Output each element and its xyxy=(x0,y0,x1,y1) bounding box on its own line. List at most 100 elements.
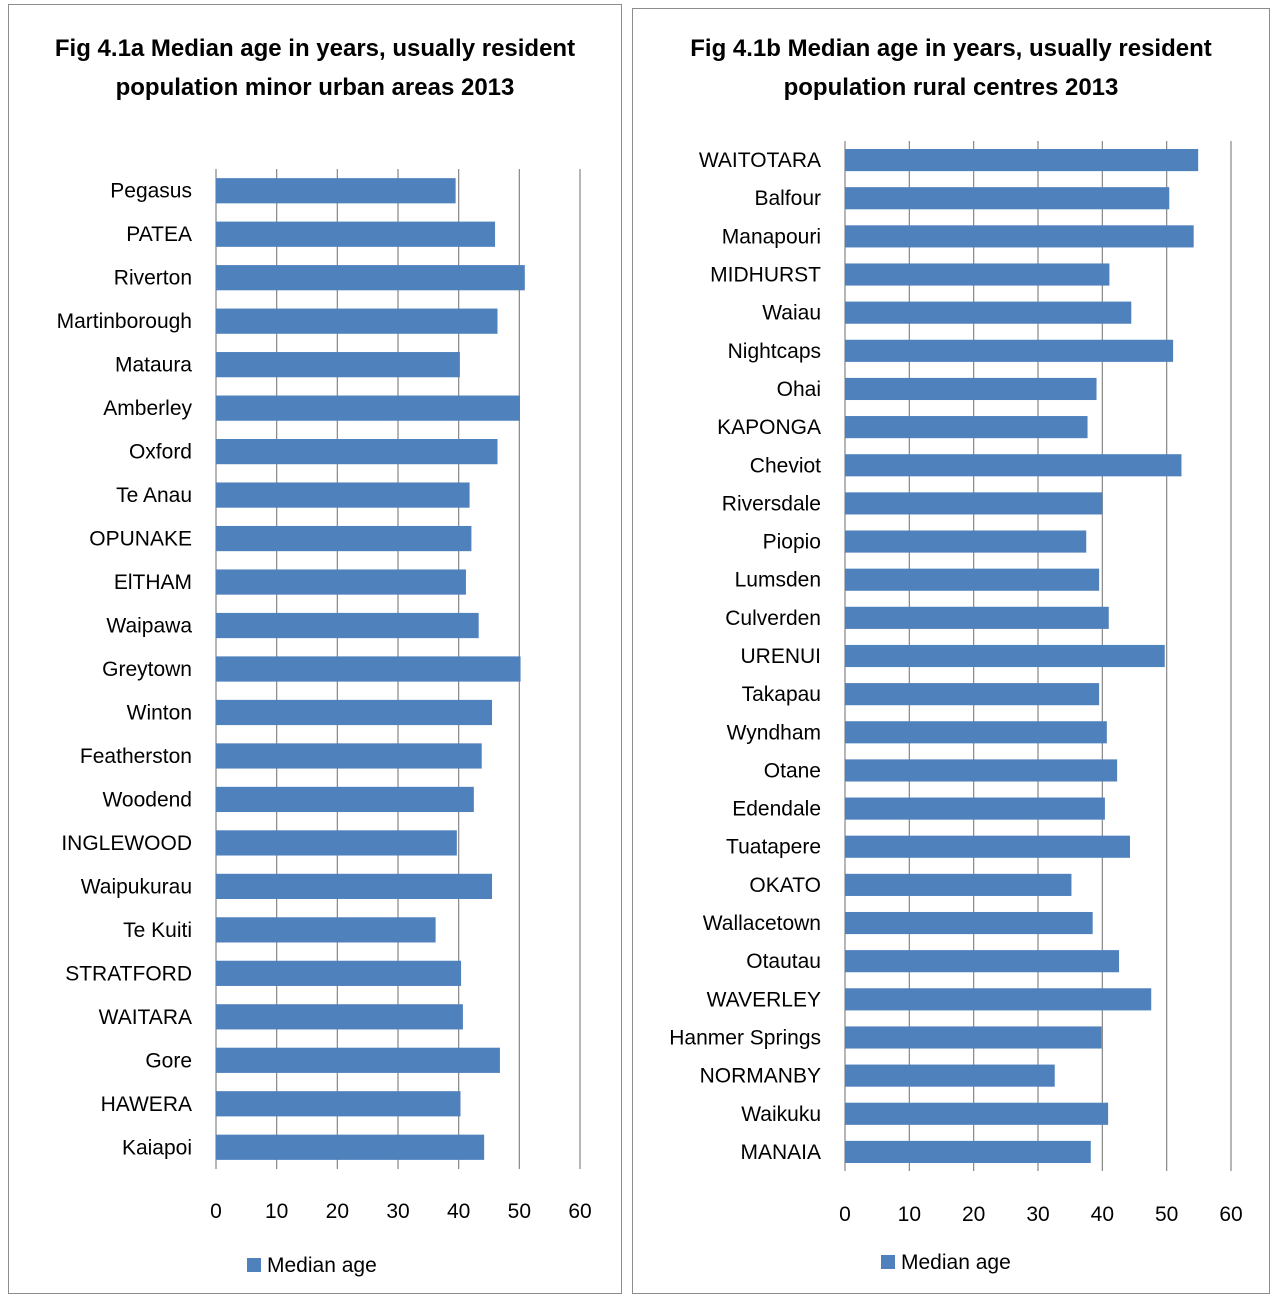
x-tick-label-a: 0 xyxy=(210,1200,222,1223)
bar-a xyxy=(216,1134,485,1160)
legend-swatch-b xyxy=(881,1255,895,1269)
x-tick-label-a: 40 xyxy=(447,1200,470,1223)
category-label-b: Takapau xyxy=(742,683,821,706)
bar-b xyxy=(845,873,1072,896)
category-label-b: Balfour xyxy=(754,187,821,210)
bar-chart-b: WAITOTARA Balfour Manapouri MIDHURST Waiau Ni… xyxy=(669,141,1243,1274)
legend-label-a: Median age xyxy=(267,1254,377,1277)
category-label-a: Gore xyxy=(145,1049,192,1072)
bar-b xyxy=(845,225,1194,248)
bar-b xyxy=(845,149,1199,172)
category-label-b: Ohai xyxy=(777,378,821,401)
bar-a xyxy=(216,743,482,769)
chart-panel-a: Fig 4.1a Median age in years, usually re… xyxy=(8,4,622,1294)
bar-a xyxy=(216,1047,500,1073)
category-label-a: Featherston xyxy=(80,745,192,768)
bar-a xyxy=(216,308,498,334)
bar-a xyxy=(216,1004,463,1030)
bar-a xyxy=(216,1091,461,1117)
category-label-b: Riversdale xyxy=(722,492,821,515)
category-label-a: STRATFORD xyxy=(65,962,192,985)
bar-a xyxy=(216,612,479,639)
category-label-a: Te Kuiti xyxy=(123,919,192,942)
category-label-b: Manapouri xyxy=(722,225,821,248)
x-tick-label-a: 10 xyxy=(265,1200,288,1223)
bar-chart-a: Pegasus PATEA Riverton Martinborough Mataura… xyxy=(57,169,592,1277)
category-label-b: Waikuku xyxy=(741,1103,821,1126)
bar-b xyxy=(845,187,1170,210)
bar-a xyxy=(216,352,460,378)
bar-a xyxy=(216,960,462,986)
bar-a xyxy=(216,178,456,204)
category-label-b: Edendale xyxy=(732,798,821,821)
category-label-b: Culverden xyxy=(725,607,821,630)
category-label-b: OKATO xyxy=(749,874,821,897)
x-tick-label-b: 0 xyxy=(839,1203,851,1226)
bar-b xyxy=(845,950,1120,973)
bar-b xyxy=(845,683,1100,706)
category-label-b: URENUI xyxy=(740,645,821,668)
bar-b xyxy=(845,988,1152,1011)
category-label-b: WAITOTARA xyxy=(699,149,821,172)
legend-label-b: Median age xyxy=(901,1251,1011,1274)
bar-b xyxy=(845,454,1182,477)
category-label-b: Waiau xyxy=(762,302,821,325)
x-tick-label-b: 30 xyxy=(1026,1203,1049,1226)
category-label-a: Kaiapoi xyxy=(122,1136,192,1159)
bar-a xyxy=(216,656,521,682)
category-label-a: Martinborough xyxy=(57,310,192,333)
bar-a xyxy=(216,699,493,726)
x-tick-label-b: 50 xyxy=(1155,1203,1178,1226)
category-label-b: NORMANBY xyxy=(700,1065,821,1088)
bar-a xyxy=(216,873,493,899)
bar-b xyxy=(845,1140,1091,1163)
bar-a xyxy=(216,439,498,465)
bar-b xyxy=(845,263,1110,286)
bar-a xyxy=(216,525,472,552)
bar-a xyxy=(216,482,470,508)
bar-b xyxy=(845,759,1118,782)
x-tick-label-a: 50 xyxy=(508,1200,531,1223)
category-label-a: ElTHAM xyxy=(114,571,192,594)
category-label-b: Nightcaps xyxy=(728,340,821,363)
chart-title-b: Fig 4.1b Median age in years, usually re… xyxy=(690,35,1212,101)
bar-b xyxy=(845,377,1097,401)
x-tick-label-b: 40 xyxy=(1091,1203,1114,1226)
bar-b xyxy=(845,1064,1055,1087)
category-label-a: Greytown xyxy=(102,658,192,681)
category-label-a: Woodend xyxy=(102,788,192,811)
bar-b xyxy=(845,492,1103,515)
category-label-b: MANAIA xyxy=(740,1141,821,1164)
category-label-b: Tuatapere xyxy=(726,836,821,859)
category-label-a: Winton xyxy=(127,701,192,724)
bar-b xyxy=(845,416,1088,439)
bar-b xyxy=(845,644,1165,668)
x-tick-label-b: 10 xyxy=(898,1203,921,1226)
chart-panel-b: Fig 4.1b Median age in years, usually re… xyxy=(632,8,1270,1294)
category-label-b: MIDHURST xyxy=(710,264,821,287)
bar-b xyxy=(845,835,1130,858)
category-label-a: INGLEWOOD xyxy=(61,832,192,855)
bar-b xyxy=(845,911,1093,935)
x-tick-label-b: 60 xyxy=(1219,1203,1242,1226)
legend-swatch-a xyxy=(247,1258,261,1272)
bar-b xyxy=(845,797,1105,820)
x-tick-label-a: 20 xyxy=(326,1200,349,1223)
category-label-b: WAVERLEY xyxy=(707,988,821,1011)
category-label-a: PATEA xyxy=(126,223,192,246)
category-label-b: Piopio xyxy=(763,531,821,554)
x-tick-label-a: 30 xyxy=(386,1200,409,1223)
bar-b xyxy=(845,301,1132,324)
bar-a xyxy=(216,786,474,813)
category-label-a: Amberley xyxy=(103,397,192,420)
bar-a xyxy=(216,265,525,291)
bar-b xyxy=(845,568,1100,591)
x-tick-label-b: 20 xyxy=(962,1203,985,1226)
bar-b xyxy=(845,1102,1109,1125)
bar-b xyxy=(845,606,1109,629)
category-label-a: HAWERA xyxy=(101,1093,192,1116)
category-label-b: Lumsden xyxy=(735,569,821,592)
category-label-b: Hanmer Springs xyxy=(669,1026,821,1049)
bar-b xyxy=(845,339,1174,362)
category-label-a: OPUNAKE xyxy=(89,528,192,551)
